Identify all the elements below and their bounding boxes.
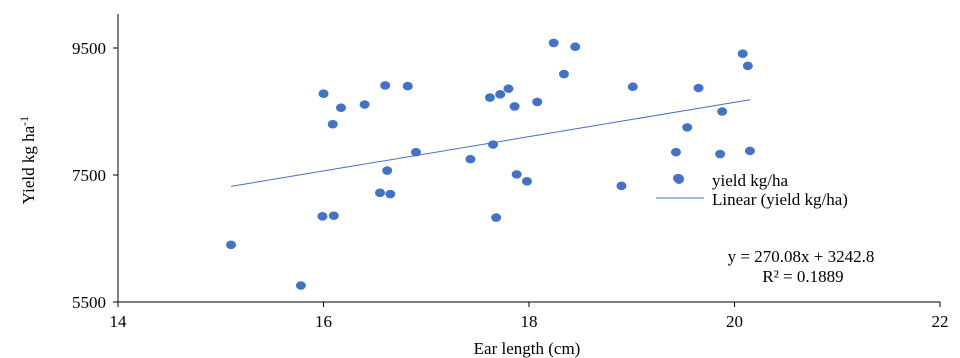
y-axis-title: Yield kg ha-1 — [17, 116, 38, 204]
trendline-equation: y = 270.08x + 3242.8 — [728, 247, 875, 266]
data-point — [375, 188, 386, 198]
data-point — [558, 69, 569, 79]
ticks: 14 16 18 20 22 5500 7500 9500 — [72, 39, 949, 331]
data-point — [627, 82, 638, 92]
y-tick-label: 5500 — [72, 293, 106, 312]
data-point — [402, 81, 413, 91]
data-point — [317, 211, 328, 221]
legend-marker-points — [674, 174, 684, 184]
data-point — [484, 93, 495, 102]
data-point — [509, 102, 520, 111]
data-point — [715, 149, 726, 159]
data-point — [295, 281, 306, 290]
y-tick-label: 9500 — [72, 39, 106, 58]
data-point — [488, 140, 499, 149]
data-point — [465, 154, 476, 164]
data-point — [359, 100, 370, 109]
legend-label-points: yield kg/ha — [712, 171, 788, 190]
data-point — [670, 147, 681, 157]
data-point — [385, 189, 396, 199]
x-tick-label: 14 — [110, 312, 128, 331]
data-points — [226, 38, 755, 290]
data-point — [717, 107, 728, 116]
x-tick-label: 18 — [521, 312, 538, 331]
data-point — [335, 103, 346, 112]
data-point — [511, 170, 522, 179]
data-point — [495, 90, 506, 99]
y-tick-label: 7500 — [72, 166, 106, 185]
data-point — [742, 61, 753, 71]
data-point — [744, 146, 755, 156]
data-point — [616, 181, 627, 191]
data-point — [226, 240, 237, 250]
x-axis-title: Ear length (cm) — [474, 339, 581, 358]
data-point — [503, 84, 514, 93]
data-point — [693, 83, 704, 93]
data-point — [327, 119, 338, 129]
x-tick-label: 16 — [315, 312, 332, 331]
data-point — [380, 81, 391, 90]
x-tick-label: 20 — [726, 312, 743, 331]
data-point — [491, 213, 502, 222]
data-point — [382, 166, 393, 175]
y-axis-title-main: Yield kg ha — [19, 125, 38, 204]
data-point — [328, 211, 339, 220]
data-point — [532, 97, 543, 107]
legend: yield kg/ha Linear (yield kg/ha) — [656, 171, 848, 209]
legend-label-trendline: Linear (yield kg/ha) — [712, 190, 848, 209]
y-axis-title-superscript: -1 — [17, 116, 31, 126]
data-point — [682, 123, 693, 132]
x-tick-label: 22 — [932, 312, 949, 331]
data-point — [410, 147, 421, 157]
r-squared-label: R² = 0.1889 — [762, 267, 843, 286]
data-point — [548, 38, 559, 48]
data-point — [570, 42, 581, 52]
data-point — [737, 49, 748, 59]
data-point — [521, 177, 532, 186]
data-point — [318, 89, 329, 99]
